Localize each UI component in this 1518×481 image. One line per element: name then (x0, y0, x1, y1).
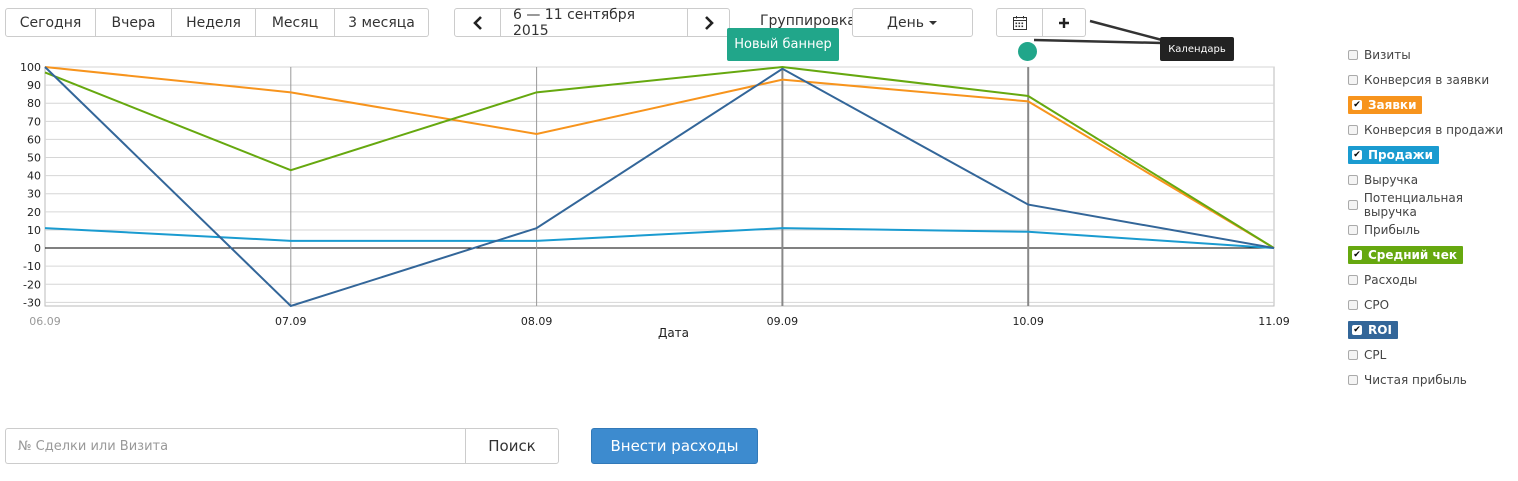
caret-down-icon (928, 20, 937, 25)
legend-item[interactable]: Конверсия в заявки (1348, 67, 1518, 92)
legend-item[interactable]: Визиты (1348, 42, 1518, 67)
y-tick-label: 0 (34, 242, 41, 255)
legend-label: Прибыль (1364, 222, 1421, 237)
legend-label: Потенциальная выручка (1363, 190, 1463, 219)
chevron-left-icon (472, 15, 482, 30)
date-navigator: 6 — 11 сентября 2015 (454, 7, 730, 39)
legend-checkbox[interactable] (1348, 274, 1358, 285)
series-line (44, 66, 1275, 249)
add-expenses-button[interactable]: Внести расходы (591, 428, 758, 464)
series-line (44, 65, 1275, 249)
period-month-button[interactable]: Месяц (256, 8, 335, 37)
legend-label: Конверсия в продажи (1364, 122, 1504, 137)
x-axis-label: Дата (658, 326, 689, 340)
y-tick-label: 50 (27, 152, 41, 165)
prev-period-button[interactable] (454, 8, 501, 37)
banner-tooltip: Новый баннер (727, 28, 839, 61)
period-today-button[interactable]: Сегодня (5, 8, 96, 37)
next-period-button[interactable] (688, 8, 730, 37)
y-tick-label: -30 (23, 296, 41, 309)
legend-checkbox[interactable] (1348, 124, 1358, 135)
period-3months-button[interactable]: 3 месяца (335, 8, 429, 37)
y-tick-label: 60 (27, 133, 41, 146)
grouping-select[interactable]: День (852, 8, 973, 37)
y-tick-label: 10 (27, 224, 41, 237)
legend-item[interactable]: CPL (1348, 342, 1518, 367)
legend-checkbox[interactable] (1348, 49, 1358, 60)
legend-item[interactable]: ✔ ROI (1348, 317, 1518, 342)
legend-label: Визиты (1364, 47, 1411, 62)
x-tick-label: 07.09 (275, 315, 307, 328)
legend-label: Расходы (1364, 272, 1418, 287)
legend-item[interactable]: Прибыль (1348, 217, 1518, 242)
calendar-icon (1012, 15, 1027, 30)
grouping-select-wrap: День (852, 8, 973, 37)
legend-label: ROI (1368, 322, 1392, 337)
period-week-button[interactable]: Неделя (172, 8, 256, 37)
legend-label: Выручка (1364, 172, 1419, 187)
y-tick-label: 100 (20, 61, 41, 74)
search-input[interactable]: № Сделки или Визита (5, 428, 466, 464)
grouping-label: Группировка (760, 13, 856, 29)
calendar-tools (996, 8, 1086, 37)
legend-item[interactable]: CPO (1348, 292, 1518, 317)
legend-label: Продажи (1368, 147, 1434, 162)
y-tick-label: -20 (23, 278, 41, 291)
plus-icon (1059, 17, 1069, 28)
y-tick-label: 90 (27, 79, 41, 92)
legend-label: Заявки (1368, 97, 1417, 112)
series-line (44, 227, 1275, 250)
legend-checkbox[interactable] (1348, 374, 1358, 385)
annotation-marker[interactable] (1018, 42, 1037, 61)
legend-item[interactable]: ✔ Продажи (1348, 142, 1518, 167)
x-tick-label: 09.09 (767, 315, 799, 328)
y-tick-label: 30 (27, 188, 41, 201)
legend-label: Конверсия в заявки (1364, 72, 1490, 87)
y-tick-label: 40 (27, 170, 41, 183)
date-range-display[interactable]: 6 — 11 сентября 2015 (501, 7, 688, 39)
legend-checkbox[interactable] (1348, 349, 1358, 360)
y-tick-label: -10 (23, 260, 41, 273)
legend-checkbox[interactable] (1348, 224, 1358, 235)
legend-checkbox[interactable]: ✔ (1352, 249, 1362, 260)
legend-item[interactable]: ✔ Средний чек (1348, 242, 1518, 267)
search-button[interactable]: Поиск (465, 428, 559, 464)
chevron-right-icon (704, 15, 714, 30)
calendar-button[interactable] (996, 8, 1043, 37)
legend-item[interactable]: Потенциальная выручка (1348, 190, 1518, 219)
legend-label: Средний чек (1368, 247, 1458, 262)
series-legend: Визиты Конверсия в заявки ✔ Заявки Конверсия… (1348, 42, 1518, 392)
legend-item[interactable]: Конверсия в продажи (1348, 117, 1518, 142)
grouping-select-value: День (887, 14, 924, 31)
legend-checkbox[interactable]: ✔ (1352, 324, 1362, 335)
legend-label: Чистая прибыль (1364, 372, 1467, 387)
period-yesterday-button[interactable]: Вчера (96, 8, 172, 37)
x-tick-label: 06.09 (29, 315, 61, 328)
series-line (44, 66, 1275, 308)
y-tick-label: 20 (27, 206, 41, 219)
x-tick-label: 10.09 (1012, 315, 1044, 328)
x-tick-label: 11.09 (1258, 315, 1290, 328)
y-tick-label: 80 (27, 97, 41, 110)
y-tick-label: 70 (27, 115, 41, 128)
calendar-tooltip: Календарь (1160, 37, 1234, 61)
legend-checkbox[interactable] (1348, 174, 1358, 185)
legend-checkbox[interactable]: ✔ (1352, 149, 1362, 160)
period-group: Сегодня Вчера Неделя Месяц 3 месяца (5, 8, 429, 37)
legend-item[interactable]: Расходы (1348, 267, 1518, 292)
legend-label: CPO (1364, 297, 1390, 312)
legend-checkbox[interactable] (1348, 199, 1358, 210)
legend-checkbox[interactable] (1348, 299, 1358, 310)
legend-item[interactable]: Выручка (1348, 167, 1518, 192)
add-button[interactable] (1043, 8, 1086, 37)
x-tick-label: 08.09 (521, 315, 553, 328)
legend-label: CPL (1364, 347, 1387, 362)
legend-item[interactable]: Чистая прибыль (1348, 367, 1518, 392)
legend-checkbox[interactable]: ✔ (1352, 99, 1362, 110)
legend-checkbox[interactable] (1348, 74, 1358, 85)
legend-item[interactable]: ✔ Заявки (1348, 92, 1518, 117)
